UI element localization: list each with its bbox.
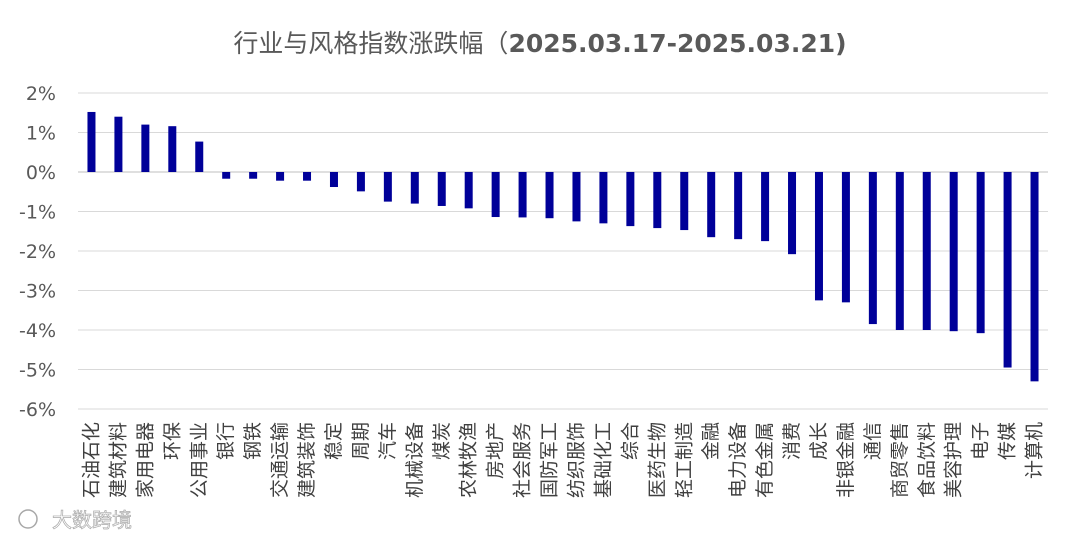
bar xyxy=(464,172,473,209)
bar xyxy=(1003,172,1012,368)
bar xyxy=(868,172,877,325)
y-tick-label: -2% xyxy=(19,241,56,263)
x-tick-label: 纺织服饰 xyxy=(565,422,587,498)
bar xyxy=(195,141,204,172)
bar xyxy=(599,172,608,224)
bar xyxy=(249,172,258,179)
y-tick-label: -1% xyxy=(19,202,56,224)
y-tick-label: -5% xyxy=(19,360,56,382)
x-tick-label: 计算机 xyxy=(1024,422,1046,479)
x-tick-label: 有色金属 xyxy=(754,422,776,498)
x-tick-label: 环保 xyxy=(161,422,183,460)
y-tick-label: -3% xyxy=(19,281,56,303)
x-tick-label: 食品饮料 xyxy=(916,422,938,498)
bar xyxy=(276,172,285,181)
y-tick-label: 0% xyxy=(26,162,56,184)
x-tick-label: 综合 xyxy=(619,422,641,460)
bar xyxy=(491,172,500,218)
bar xyxy=(518,172,527,218)
x-tick-label: 银行 xyxy=(215,422,237,460)
x-tick-label: 家用电器 xyxy=(134,422,156,498)
x-tick-label: 通信 xyxy=(862,422,884,460)
bar xyxy=(303,172,312,181)
bar xyxy=(87,111,96,172)
x-tick-label: 农林牧渔 xyxy=(458,422,480,498)
bar xyxy=(841,172,850,303)
y-tick-label: 2% xyxy=(26,83,56,105)
bar xyxy=(114,116,123,172)
bar xyxy=(329,172,338,188)
bar xyxy=(222,172,231,179)
camera-lens-icon xyxy=(18,509,38,529)
bar xyxy=(356,172,365,192)
x-tick-label: 建筑装饰 xyxy=(296,422,318,498)
bar xyxy=(410,172,419,204)
x-tick-label: 国防军工 xyxy=(539,422,561,498)
x-axis-ticks: 石油石化 建筑材料 家用电器 环保 公用事业 银行 钢铁 交通运输 建筑装饰 稳定 周期 汽车 机械设备… xyxy=(80,422,1045,498)
x-tick-label: 社会服务 xyxy=(512,422,534,498)
x-tick-label: 钢铁 xyxy=(242,422,264,460)
bar xyxy=(1030,172,1039,382)
x-tick-label: 金融 xyxy=(700,422,722,460)
bar xyxy=(707,172,716,238)
x-tick-label: 稳定 xyxy=(323,422,345,460)
bar xyxy=(383,172,392,202)
x-tick-label: 轻工制造 xyxy=(673,422,695,498)
bar xyxy=(949,172,958,332)
bar xyxy=(141,124,150,172)
x-tick-label: 基础化工 xyxy=(592,422,614,498)
bar xyxy=(653,172,662,229)
bar xyxy=(788,172,797,255)
bar xyxy=(437,172,446,206)
x-tick-label: 电子 xyxy=(970,422,992,460)
x-tick-label: 美容护理 xyxy=(943,422,965,498)
chart-title-text: 行业与风格指数涨跌幅（ xyxy=(233,29,508,58)
x-tick-label: 公用事业 xyxy=(188,422,210,498)
x-tick-label: 商贸零售 xyxy=(889,422,911,498)
y-tick-label: 1% xyxy=(26,123,56,145)
x-tick-label: 非银金融 xyxy=(835,422,857,498)
bar xyxy=(895,172,904,330)
x-tick-label: 医药生物 xyxy=(646,422,668,498)
watermark: 大数跨境 xyxy=(18,508,132,532)
x-tick-label: 煤炭 xyxy=(431,422,453,460)
bars xyxy=(87,111,1039,382)
x-tick-label: 传媒 xyxy=(997,422,1019,460)
x-tick-label: 石油石化 xyxy=(80,422,102,498)
bar xyxy=(680,172,689,231)
bar xyxy=(626,172,635,227)
x-tick-label: 房地产 xyxy=(485,422,507,479)
bar xyxy=(545,172,554,219)
x-tick-label: 周期 xyxy=(350,422,372,460)
gridlines xyxy=(78,92,1048,410)
y-axis-ticks: 2% 1% 0% -1% -2% -3% -4% -5% -6% xyxy=(19,83,56,421)
x-tick-label: 电力设备 xyxy=(727,422,749,498)
bar xyxy=(734,172,743,240)
y-tick-label: -6% xyxy=(19,399,56,421)
bar xyxy=(572,172,581,222)
bar xyxy=(976,172,985,334)
chart-title-dates: 2025.03.17-2025.03.21) xyxy=(508,29,846,58)
x-tick-label: 消费 xyxy=(781,422,803,460)
x-tick-label: 成长 xyxy=(808,422,830,460)
chart-title: 行业与风格指数涨跌幅（2025.03.17-2025.03.21) xyxy=(233,29,846,58)
x-tick-label: 机械设备 xyxy=(404,422,426,498)
x-tick-label: 交通运输 xyxy=(269,422,291,498)
watermark-text: 大数跨境 xyxy=(52,508,132,532)
x-tick-label: 建筑材料 xyxy=(107,422,129,498)
x-tick-label: 汽车 xyxy=(377,422,399,460)
bar xyxy=(168,126,177,172)
y-tick-label: -4% xyxy=(19,320,56,342)
bar xyxy=(922,172,931,330)
bar xyxy=(814,172,823,301)
bar xyxy=(761,172,770,242)
